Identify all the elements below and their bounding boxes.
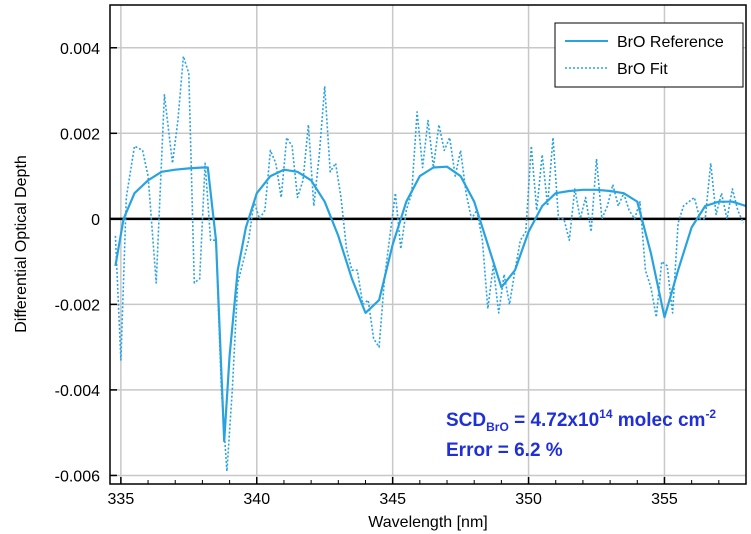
legend-box [554,22,744,88]
y-tick-label: 0 [91,212,100,229]
scd-value: = 4.72x10 [509,410,599,431]
y-tick-label: -0.006 [55,468,100,485]
legend-fit-label: BrO Fit [617,61,668,78]
y-axis-title: Differential Optical Depth [13,155,30,333]
scd-exponent: 14 [599,407,613,421]
y-tick-label: -0.002 [55,297,100,314]
scd-unit-exponent: -2 [705,407,716,421]
scd-line: SCDBrO = 4.72x1014 molec cm-2 [446,407,716,434]
series-group [114,55,747,473]
y-tick-label: 0.004 [60,41,100,58]
ticks [110,47,747,484]
legend-reference-label: BrO Reference [617,34,724,51]
x-tick-label: 350 [515,491,542,508]
tick-labels: 335 340 345 350 355 0.004 0.002 0 -0.002 -0.004 -0… [55,41,678,508]
scd-annotation: SCDBrO = 4.72x1014 molec cm-2 Error = 6.… [446,407,716,461]
bro-reference-line [114,165,747,443]
x-tick-label: 335 [108,491,135,508]
y-tick-label: 0.002 [60,126,100,143]
y-tick-label: -0.004 [55,383,100,400]
plot-frame [109,4,747,485]
error-line: Error = 6.2 % [446,440,563,461]
bro-fit-line [114,55,745,473]
scd-unit: molec cm [613,410,706,431]
scd-prefix: SCD [446,410,486,431]
x-tick-label: 340 [243,491,270,508]
x-tick-label: 345 [379,491,406,508]
legend: BrO Reference BrO Fit [554,22,744,88]
x-tick-label: 355 [651,491,678,508]
x-axis-title: Wavelength [nm] [368,514,487,531]
scd-subscript: BrO [486,420,509,434]
